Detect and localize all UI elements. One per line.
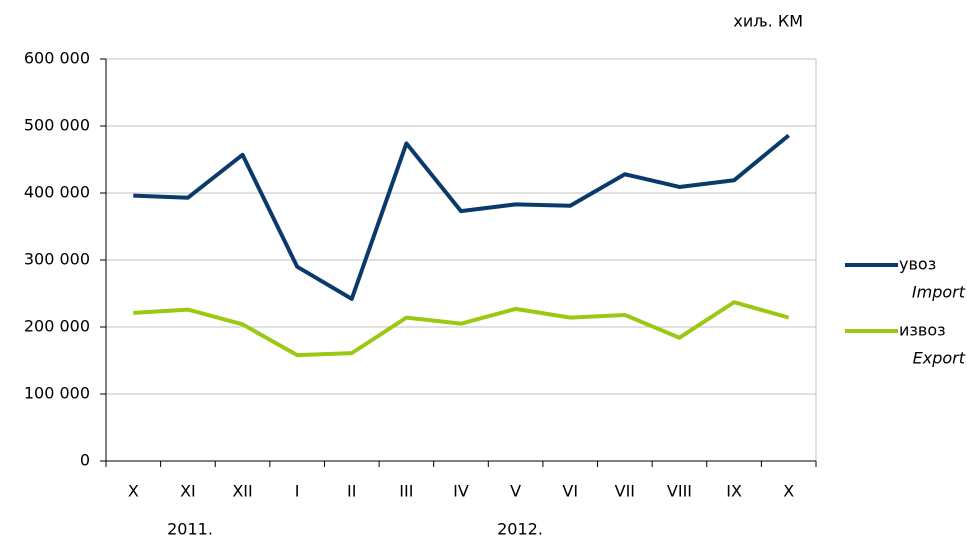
x-tick-label: VI [562,482,578,501]
x-tick-label: X [128,482,139,501]
x-tick-label: I [295,482,300,501]
x-tick-label: V [510,482,521,501]
x-tick-label: IX [726,482,742,501]
y-tick-label: 500 000 [24,116,90,135]
y-tick-label: 600 000 [24,49,90,68]
x-tick-label: IV [453,482,469,501]
y-tick-label: 400 000 [24,183,90,202]
x-tick-label: VII [615,482,635,501]
x-tick-label: III [399,482,413,501]
series-line [133,300,790,358]
x-tick-label: VIII [667,482,692,501]
x-tick-label: X [783,482,794,501]
legend-label-en: Export [913,349,966,368]
x-tick-label: II [347,482,356,501]
x-tick-label: XI [180,482,196,501]
legend-label: увоз [899,255,936,274]
legend-label-en: Import [912,283,966,302]
year-label: 2012. [497,520,543,539]
y-tick-label: 200 000 [24,317,90,336]
y-tick-label: 100 000 [24,384,90,403]
y-tick-label: 0 [80,451,90,470]
unit-label: хиљ. КМ [733,12,803,31]
year-label: 2011. [167,520,213,539]
series-line [133,133,790,301]
legend-label: извоз [899,321,946,340]
x-tick-label: XII [232,482,252,501]
y-tick-label: 300 000 [24,250,90,269]
